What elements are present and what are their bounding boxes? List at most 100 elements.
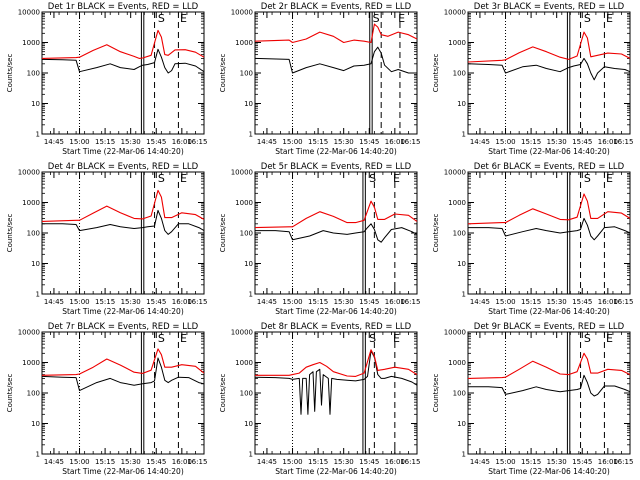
y-tick-label: 1 [36,291,40,299]
y-tick-label: 1000 [448,199,466,207]
x-axis-title: Start Time (22-Mar-06 14:40:20) [488,467,610,476]
y-tick-label: 1000 [448,359,466,367]
series-events-line [41,48,205,74]
x-tick-label: 15:15 [308,138,328,146]
x-tick-label: 16:15 [187,458,207,466]
marker-label: S [584,172,591,185]
y-tick-label: 10000 [231,329,253,337]
panel-title: Det 3r BLACK = Events, RED = LLD [474,2,625,12]
y-tick-label: 10 [31,100,40,108]
series-lld-line [467,352,631,379]
axes-frame [41,331,205,455]
series-lld-line [254,23,418,44]
panel-3: Det 3r BLACK = Events, RED = LLD 1 10 100 10… [432,2,633,156]
y-tick-label: 1 [36,451,40,459]
x-tick-label: 15:30 [334,138,354,146]
y-tick-label: 1 [462,131,466,139]
x-tick-label: 14:45 [44,458,64,466]
x-tick-label: 16:00 [385,298,405,306]
series-lld-line [254,200,418,229]
marker-label: S [373,12,380,25]
marker-label: E [606,12,613,25]
panel-title: Det 1r BLACK = Events, RED = LLD [48,2,199,12]
x-tick-label: 15:00 [282,138,302,146]
x-tick-label: 15:00 [495,298,515,306]
series-lld-line [255,349,418,377]
series-events-line [467,57,631,81]
x-tick-label: 15:00 [282,458,302,466]
marker-label: E [606,332,613,345]
series-lld-line [467,193,631,225]
x-axis-title: Start Time (22-Mar-06 14:40:20) [275,467,397,476]
axes-frame [254,11,418,135]
marker-label: S [584,12,591,25]
y-tick-label: 10 [244,260,253,268]
x-tick-label: 15:45 [146,298,166,306]
y-axis-title: Counts/sec [6,374,14,413]
y-tick-label: 10000 [231,9,253,17]
x-tick-label: 15:45 [572,138,592,146]
x-tick-label: 16:15 [400,138,420,146]
series-events-line [42,209,205,235]
y-tick-label: 10000 [18,169,40,177]
y-tick-label: 1000 [235,359,253,367]
y-tick-label: 1 [462,451,466,459]
y-tick-label: 1 [249,291,253,299]
y-tick-label: 1000 [22,199,40,207]
axes-frame [467,171,631,295]
x-tick-label: 15:00 [495,458,515,466]
x-tick-label: 14:45 [257,138,277,146]
x-tick-label: 15:30 [121,458,141,466]
x-axis-title: Start Time (22-Mar-06 14:40:20) [62,307,184,316]
panel-2: Det 2r BLACK = Events, RED = LLD 1 10 100 10… [219,2,420,156]
x-tick-label: 15:45 [146,138,166,146]
x-tick-label: 16:15 [400,298,420,306]
x-tick-label: 15:00 [69,138,89,146]
x-tick-label: 14:45 [470,458,490,466]
y-axis-title: Counts/sec [219,54,227,93]
x-tick-label: 15:45 [359,138,379,146]
x-tick-label: 15:45 [572,458,592,466]
y-tick-label: 100 [453,70,466,78]
panel-4: Det 4r BLACK = Events, RED = LLD 1 10 100 10… [6,162,207,316]
y-tick-label: 1000 [235,39,253,47]
axes-frame [254,331,418,455]
marker-label: E [393,332,400,345]
series-lld-line [41,348,205,376]
x-tick-label: 15:00 [282,298,302,306]
series-lld-line [467,31,631,63]
marker-label: E [606,172,613,185]
x-tick-label: 16:15 [613,458,633,466]
y-tick-label: 1 [36,131,40,139]
series-events-line [254,350,418,415]
x-axis-title: Start Time (22-Mar-06 14:40:20) [488,147,610,156]
y-tick-label: 10 [244,100,253,108]
panel-5: Det 5r BLACK = Events, RED = LLD 1 10 100 10… [219,162,420,316]
panel-title: Det 2r BLACK = Events, RED = LLD [261,2,412,12]
y-axis-title: Counts/sec [219,374,227,413]
y-tick-label: 10 [457,420,466,428]
y-axis-title: Counts/sec [432,214,440,253]
x-tick-label: 16:15 [613,298,633,306]
y-tick-label: 100 [453,390,466,398]
y-tick-label: 10 [457,260,466,268]
x-tick-label: 16:15 [187,138,207,146]
y-tick-label: 1000 [22,39,40,47]
y-tick-label: 10000 [231,169,253,177]
axes-frame [41,171,205,295]
y-tick-label: 100 [27,70,40,78]
x-tick-label: 16:00 [172,458,192,466]
x-tick-label: 16:00 [385,138,405,146]
y-tick-label: 10000 [444,9,466,17]
x-tick-label: 16:00 [598,458,618,466]
marker-label: E [180,172,187,185]
y-tick-label: 1 [249,451,253,459]
x-tick-label: 15:45 [359,298,379,306]
series-events-line [41,357,205,392]
x-tick-label: 16:15 [400,458,420,466]
y-tick-label: 10000 [444,329,466,337]
panel-9: Det 9r BLACK = Events, RED = LLD 1 10 100 10… [432,322,633,476]
x-tick-label: 16:15 [613,138,633,146]
y-axis-title: Counts/sec [219,214,227,253]
x-axis-title: Start Time (22-Mar-06 14:40:20) [62,467,184,476]
